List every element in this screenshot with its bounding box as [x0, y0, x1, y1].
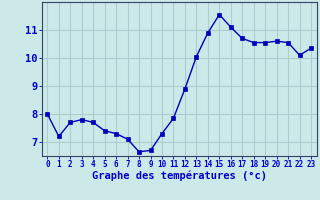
- X-axis label: Graphe des températures (°c): Graphe des températures (°c): [92, 171, 267, 181]
